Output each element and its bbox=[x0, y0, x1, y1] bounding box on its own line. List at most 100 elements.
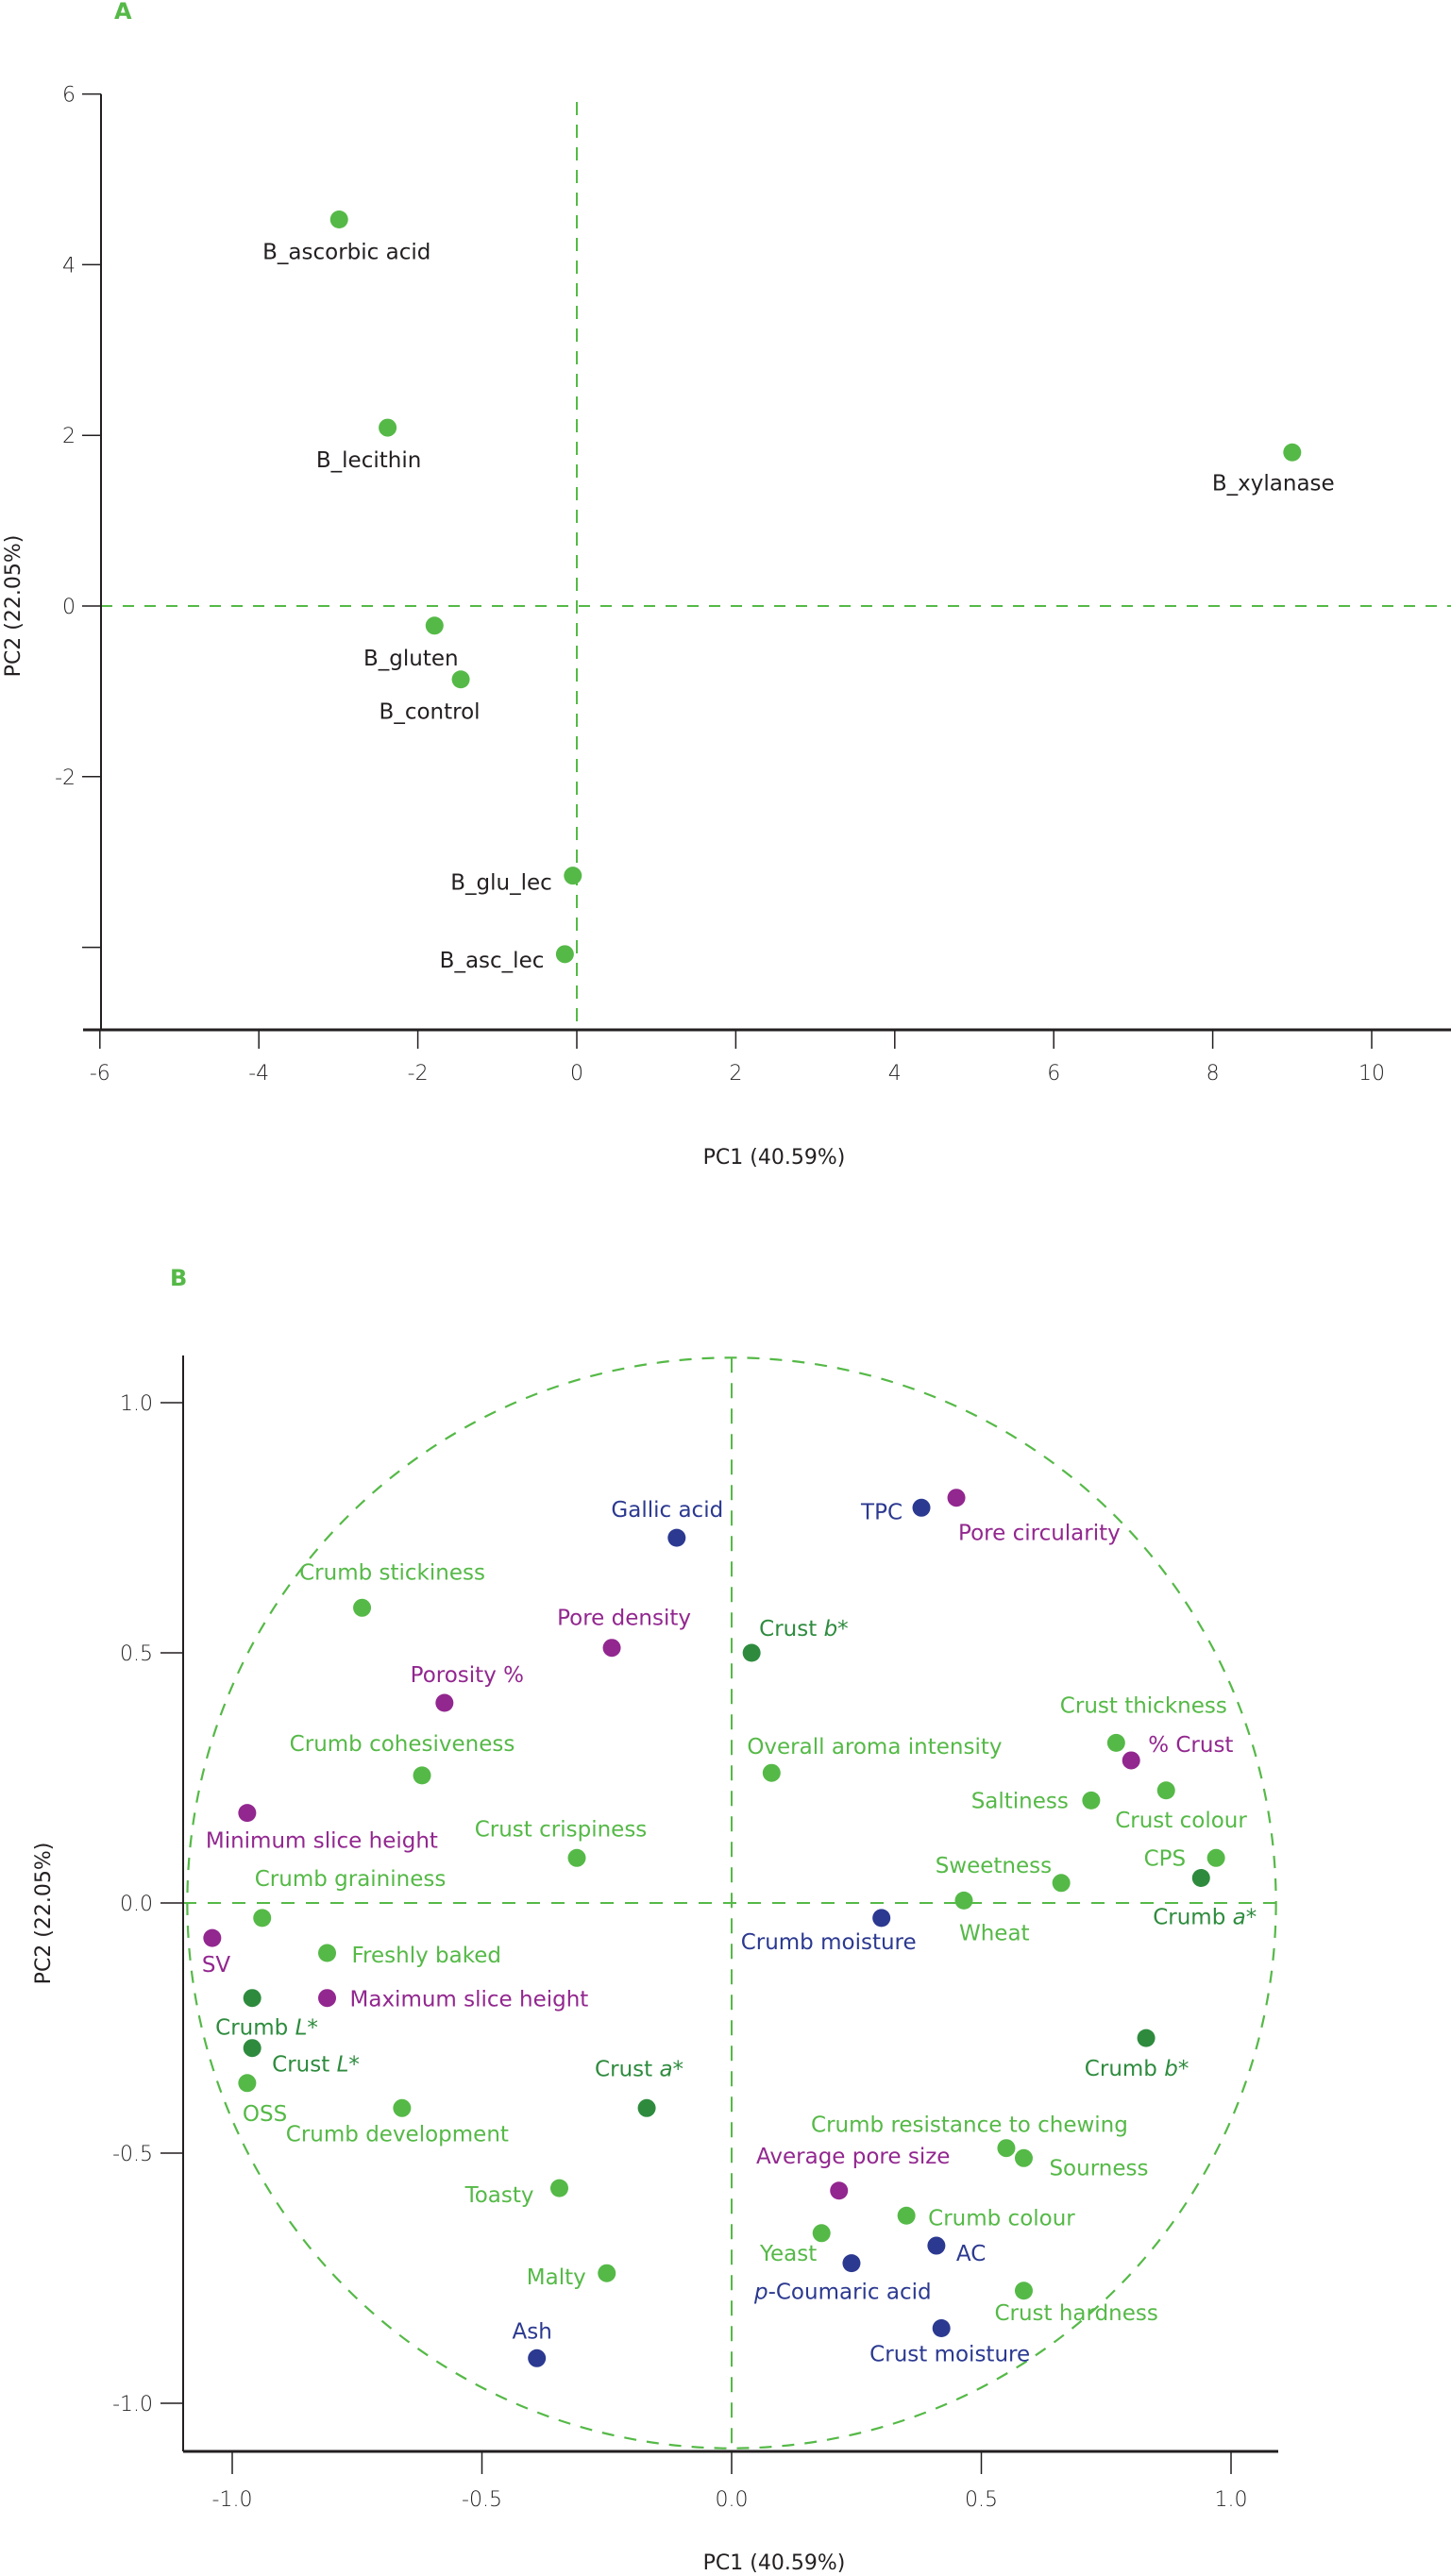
panel-b-point-marker bbox=[1191, 1869, 1210, 1887]
panel-b-point-label: Crust crispiness bbox=[475, 1817, 648, 1842]
panel-b-point-label: Minimum slice height bbox=[206, 1829, 438, 1854]
panel-b-point: Crumb moisture bbox=[741, 1909, 917, 1955]
panel-a-axes bbox=[83, 93, 1451, 1032]
panel-b-reference-lines bbox=[183, 1356, 1277, 2451]
panel-a-x-tick-label: 2 bbox=[729, 1062, 742, 1086]
panel-b-point-label: Porosity % bbox=[411, 1663, 524, 1688]
panel-b-point-label: Crust a* bbox=[595, 2057, 683, 2081]
panel-b-y-axis-title: PC2 (22.05%) bbox=[32, 1843, 56, 1985]
panel-b-point-label: Crumb L* bbox=[215, 2016, 318, 2041]
panel-b-point: Crust moisture bbox=[869, 2319, 1030, 2367]
panel-b-point-marker bbox=[253, 1909, 272, 1928]
panel-a-point-label: B_xylanase bbox=[1212, 471, 1335, 496]
panel-b-point-marker bbox=[932, 2319, 951, 2337]
panel-b-point: Maximum slice height bbox=[318, 1988, 588, 2012]
panel-b-point-marker bbox=[762, 1763, 781, 1782]
panel-a-x-tick-label: 0 bbox=[570, 1062, 583, 1086]
panel-b-point: Crumb colour bbox=[897, 2206, 1075, 2231]
panel-a-point-label: B_ascorbic acid bbox=[262, 240, 430, 264]
panel-b-point: Crust b* bbox=[742, 1617, 849, 1662]
panel-a-point-label: B_asc_lec bbox=[440, 949, 545, 973]
panel-b-point-marker bbox=[243, 1989, 262, 2008]
panel-b-point: Crust crispiness bbox=[475, 1817, 648, 1867]
panel-b-point: p-Coumaric acid bbox=[753, 2254, 932, 2305]
panel-b-point-label: Crumb b* bbox=[1085, 2057, 1189, 2081]
panel-b-point-label: Crumb a* bbox=[1153, 1906, 1257, 1930]
panel-a-point-label: B_gluten bbox=[363, 647, 459, 671]
panel-b-point: Crumb a* bbox=[1153, 1869, 1257, 1930]
panel-a-point: B_xylanase bbox=[1212, 443, 1335, 496]
panel-a-point-label: B_control bbox=[380, 700, 481, 725]
panel-b-point: Crumb graininess bbox=[253, 1867, 446, 1928]
panel-b-point-label: Crumb colour bbox=[928, 2206, 1075, 2231]
panel-b-point: Wheat bbox=[954, 1891, 1030, 1945]
panel-b-point: CPS bbox=[1144, 1846, 1225, 1871]
panel-a-point-marker bbox=[1283, 443, 1302, 462]
panel-b-y-tick-label: 1.0 bbox=[120, 1392, 153, 1416]
panel-b-point-label: Crust hardness bbox=[994, 2301, 1157, 2326]
panel-b-point-marker bbox=[1082, 1791, 1101, 1810]
panel-b-point-label: Malty bbox=[527, 2265, 586, 2290]
panel-b-point-label: Crust b* bbox=[759, 1617, 849, 1642]
panel-b-point-label: Maximum slice height bbox=[350, 1988, 589, 2012]
panel-b-point-marker bbox=[318, 1989, 337, 2008]
panel-b-point-marker bbox=[927, 2236, 946, 2255]
panel-b-point-marker bbox=[1052, 1874, 1071, 1893]
panel-b-point-marker bbox=[667, 1528, 686, 1547]
panel-b-point: Crumb stickiness bbox=[299, 1560, 485, 1617]
panel-b-point-marker bbox=[954, 1891, 973, 1910]
panel-a-point-marker bbox=[329, 210, 348, 228]
panel-b-point-label: Average pore size bbox=[756, 2145, 950, 2169]
panel-b-point-marker bbox=[567, 1848, 586, 1867]
panel-b-point: % Crust bbox=[1122, 1733, 1233, 1770]
panel-a-y-tick-label: 2 bbox=[62, 425, 76, 448]
panel-b-x-tick-label: 0.5 bbox=[965, 2488, 998, 2512]
panel-b-point: Porosity % bbox=[411, 1663, 524, 1712]
panel-a-x-tick-label: -4 bbox=[248, 1062, 269, 1086]
panel-b-ticks: -1.0 -0.5 0.0 0.5 1.0 1.0 0.5 0.0 -0.5 -1.0 bbox=[112, 1392, 1247, 2512]
panel-b-point: Crust colour bbox=[1115, 1781, 1247, 1833]
panel-b-y-tick-label: 0.0 bbox=[120, 1893, 153, 1916]
panel-a-x-tick-label: -2 bbox=[408, 1062, 429, 1086]
panel-b-point-label: Crumb development bbox=[286, 2122, 509, 2147]
panel-b-point: SV bbox=[202, 1928, 230, 1978]
panel-b-point-label: OSS bbox=[243, 2102, 287, 2127]
panel-b-point: Minimum slice height bbox=[206, 1804, 438, 1854]
panel-b-point: Crumb resistance to chewing bbox=[811, 2113, 1128, 2158]
panel-a-y-axis-title: PC2 (22.05%) bbox=[2, 535, 25, 678]
panel-a-point: B_gluten bbox=[363, 616, 459, 671]
panel-b-point-marker bbox=[842, 2254, 861, 2273]
panel-b-point-marker bbox=[243, 2039, 262, 2058]
panel-b-point: Average pore size bbox=[756, 2145, 950, 2200]
panel-a-point-label: B_glu_lec bbox=[450, 871, 552, 896]
panel-b-point-marker bbox=[1137, 2029, 1156, 2047]
panel-b-x-tick-label: -1.0 bbox=[212, 2488, 253, 2512]
panel-b-point-label: Freshly baked bbox=[352, 1944, 501, 1968]
panel-b-point-marker bbox=[598, 2264, 616, 2282]
panel-b-point-marker bbox=[238, 1804, 257, 1823]
panel-b-point-label: Yeast bbox=[759, 2242, 817, 2266]
panel-b-point-marker bbox=[637, 2098, 656, 2117]
panel-b-point-marker bbox=[318, 1944, 337, 1962]
panel-b-point: Pore density bbox=[557, 1607, 691, 1658]
panel-b-point-marker bbox=[203, 1928, 222, 1947]
panel-b-point-marker bbox=[997, 2139, 1016, 2158]
panel-b-point: Gallic acid bbox=[611, 1498, 723, 1547]
panel-b-point: Crumb development bbox=[286, 2098, 509, 2147]
panel-a-y-tick-label: -2 bbox=[55, 766, 76, 790]
panel-a-point-marker bbox=[564, 867, 582, 885]
panel-b-x-tick-label: -0.5 bbox=[462, 2488, 502, 2512]
panel-b-point-marker bbox=[872, 1909, 891, 1928]
panel-b-point-label: Overall aroma intensity bbox=[747, 1735, 1002, 1759]
panel-a-letter: A bbox=[114, 0, 132, 25]
panel-a-point-label: B_lecithin bbox=[316, 448, 421, 473]
panel-b-point-label: Sweetness bbox=[936, 1854, 1052, 1878]
panel-b-point-marker bbox=[413, 1766, 431, 1785]
panel-b-point: AC bbox=[927, 2236, 986, 2266]
panel-b-point-marker bbox=[238, 2074, 257, 2093]
panel-b-point-label: Toasty bbox=[464, 2183, 534, 2208]
panel-b-y-tick-label: -1.0 bbox=[112, 2393, 153, 2416]
panel-b-letter: B bbox=[170, 1265, 187, 1291]
panel-b-y-tick-label: -0.5 bbox=[112, 2143, 153, 2166]
